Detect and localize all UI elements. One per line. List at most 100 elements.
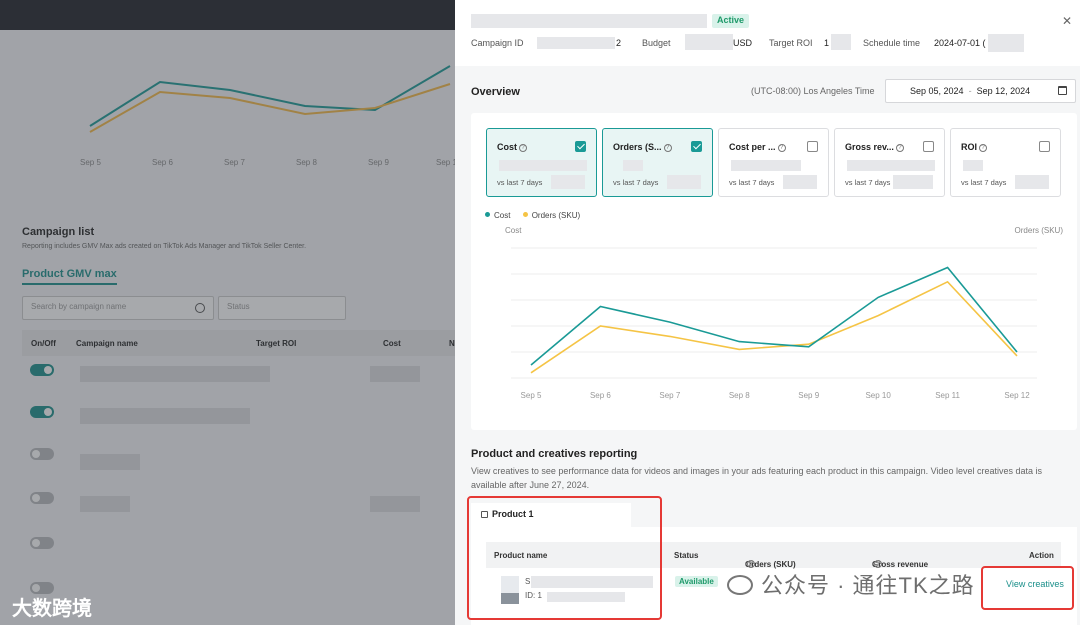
target-roi-value: 1 xyxy=(824,38,830,48)
col-action: Action xyxy=(1029,551,1054,560)
col-on-off: On/Off xyxy=(31,339,56,348)
help-icon[interactable]: ? xyxy=(979,144,988,152)
metric-checkbox[interactable] xyxy=(923,141,934,152)
redacted-metric-value xyxy=(623,160,643,171)
annotation-box-product xyxy=(467,496,662,620)
col-truncated: N xyxy=(449,339,455,348)
x-tick-label: Sep 9 xyxy=(798,391,819,400)
product-status-badge: Available xyxy=(675,576,718,587)
col-product-name: Product name xyxy=(494,551,548,560)
legend-item-orders[interactable]: Orders (SKU) xyxy=(522,211,580,220)
campaign-list-title: Campaign list xyxy=(22,226,95,238)
view-creatives-link[interactable]: View creatives xyxy=(1006,579,1064,589)
redacted-metric-value xyxy=(731,160,801,171)
metric-card-gross-revenue[interactable]: Gross rev...? vs last 7 days xyxy=(834,128,945,197)
budget-value: USD xyxy=(733,38,753,48)
tab-product-1[interactable]: Product 1 xyxy=(471,503,631,527)
sort-icon[interactable]: ▲ ▼ xyxy=(875,559,880,569)
metric-card-orders[interactable]: Orders (S...? vs last 7 days xyxy=(602,128,713,197)
help-icon[interactable]: ? xyxy=(663,144,672,152)
date-start: Sep 05, 2024 xyxy=(910,86,964,96)
close-icon[interactable]: ✕ xyxy=(1061,14,1072,28)
sort-icon[interactable]: ▲ ▼ xyxy=(748,559,753,569)
metric-checkbox[interactable] xyxy=(1039,141,1050,152)
x-tick-label: Sep 5 xyxy=(521,391,542,400)
campaign-toggle[interactable] xyxy=(30,537,54,549)
background-tick: Sep 8 xyxy=(296,158,317,167)
series-line-cost xyxy=(530,266,1018,366)
date-range-picker[interactable]: Sep 05, 2024- Sep 12, 2024 xyxy=(885,79,1076,103)
background-trend-chart xyxy=(89,65,451,133)
metric-checkbox[interactable] xyxy=(807,141,818,152)
product-icon xyxy=(481,511,488,518)
col-target-roi[interactable]: Target ROI xyxy=(256,339,297,348)
help-icon[interactable]: ? xyxy=(747,560,755,568)
x-tick-label: Sep 10 xyxy=(865,391,891,400)
x-tick-label: Sep 11 xyxy=(935,391,960,400)
tab-product-gmv-max[interactable]: Product GMV max xyxy=(22,268,117,285)
background-tick: Sep 9 xyxy=(368,158,389,167)
help-icon[interactable]: ? xyxy=(895,144,904,152)
redacted-cell xyxy=(80,366,270,382)
campaign-toggle[interactable] xyxy=(30,364,54,376)
redacted-campaign-name xyxy=(471,14,707,28)
metric-card-cost[interactable]: Cost? vs last 7 days xyxy=(486,128,597,197)
campaign-toggle[interactable] xyxy=(30,492,54,504)
date-end: Sep 12, 2024 xyxy=(976,86,1031,96)
search-icon[interactable] xyxy=(195,303,205,313)
col-status: Status xyxy=(674,551,699,560)
redacted-metric-value xyxy=(499,160,587,171)
redacted-product-id xyxy=(547,592,625,602)
campaign-id-value: 2 xyxy=(616,38,622,48)
campaign-search-input[interactable]: Search by campaign name xyxy=(22,296,214,320)
budget-label: Budget xyxy=(642,38,671,48)
campaign-toggle[interactable] xyxy=(30,582,54,594)
campaign-toggle[interactable] xyxy=(30,406,54,418)
metric-comparison: vs last 7 days xyxy=(729,178,775,187)
product-table-panel: Product name Status Orders (SKU)? ▲ ▼ Gros… xyxy=(471,527,1077,625)
campaign-list-subtitle: Reporting includes GMV Max ads created o… xyxy=(22,243,307,250)
timezone-label: (UTC-08:00) Los Angeles Time xyxy=(751,86,875,96)
background-tick: Sep 6 xyxy=(152,158,173,167)
chart-legend: Cost Orders (SKU) xyxy=(485,211,590,220)
redacted-cell xyxy=(370,496,420,512)
metric-comparison: vs last 7 days xyxy=(613,178,659,187)
metric-card-roi[interactable]: ROI? vs last 7 days xyxy=(950,128,1061,197)
wechat-watermark: 公众号 · 通往TK之路 xyxy=(727,568,975,600)
modal-overlay[interactable] xyxy=(0,0,455,625)
date-separator: - xyxy=(968,86,972,96)
redacted-value xyxy=(537,37,615,49)
redacted-metric-delta xyxy=(783,175,817,189)
product-table-header: Product name Status Orders (SKU)? ▲ ▼ Gros… xyxy=(486,542,1061,569)
metric-card-cost-per-order[interactable]: Cost per ...? vs last 7 days xyxy=(718,128,829,197)
redacted-value xyxy=(685,34,733,50)
help-icon[interactable]: ? xyxy=(874,560,882,568)
help-icon[interactable]: ? xyxy=(519,144,527,152)
legend-item-cost[interactable]: Cost xyxy=(485,211,510,220)
redacted-metric-value xyxy=(847,160,935,171)
status-badge: Active xyxy=(712,14,750,28)
redacted-metric-delta xyxy=(1015,175,1049,189)
schedule-value: 2024-07-01 ( xyxy=(934,38,986,48)
background-tick: Sep 5 xyxy=(80,158,101,167)
redacted-value xyxy=(831,34,851,50)
metric-checkbox[interactable] xyxy=(575,141,586,152)
col-campaign-name[interactable]: Campaign name xyxy=(76,339,138,348)
redacted-metric-delta xyxy=(893,175,933,189)
axis-label-left: Cost xyxy=(505,226,522,235)
trend-line-chart: Sep 5 Sep 6 Sep 7 Sep 8 Sep 9 Sep 10 Sep 11 Sep… xyxy=(511,247,1037,400)
status-select[interactable]: Status xyxy=(218,296,346,320)
campaign-toggle[interactable] xyxy=(30,448,54,460)
col-cost[interactable]: Cost xyxy=(383,339,401,348)
product-reporting-description: View creatives to see performance data f… xyxy=(471,466,1042,490)
product-reporting-title: Product and creatives reporting xyxy=(471,448,638,460)
axis-label-right: Orders (SKU) xyxy=(1014,226,1063,235)
campaign-id-label: Campaign ID xyxy=(471,38,524,48)
status-select-placeholder: Status xyxy=(227,302,250,311)
wechat-icon xyxy=(727,575,753,595)
metric-checkbox[interactable] xyxy=(691,141,702,152)
campaign-search-placeholder: Search by campaign name xyxy=(31,302,127,311)
redacted-cell xyxy=(80,408,250,424)
help-icon[interactable]: ? xyxy=(777,144,786,152)
campaign-detail-drawer: Active ✕ Campaign ID 2 Budget USD Target… xyxy=(455,0,1080,625)
